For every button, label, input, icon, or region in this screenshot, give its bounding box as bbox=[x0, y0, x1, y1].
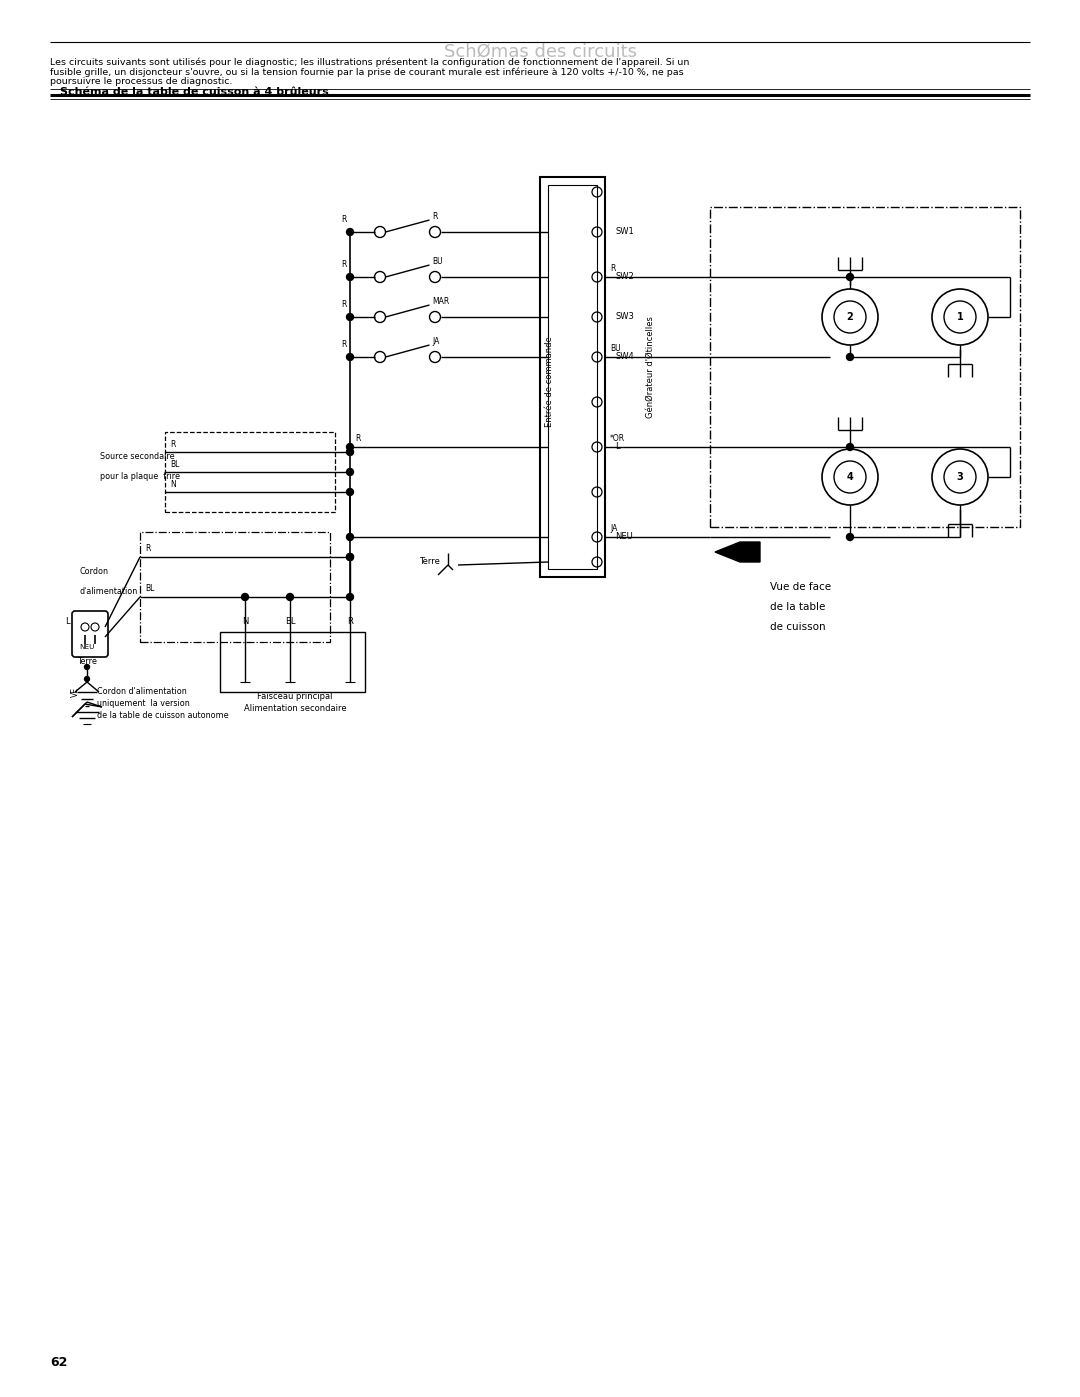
Circle shape bbox=[847, 443, 853, 450]
Text: Les circuits suivants sont utilisés pour le diagnostic; les illustrations présen: Les circuits suivants sont utilisés pour… bbox=[50, 57, 689, 67]
Text: JA: JA bbox=[432, 338, 440, 346]
Text: Vue de face: Vue de face bbox=[770, 583, 832, 592]
Text: de la table: de la table bbox=[770, 602, 825, 612]
Circle shape bbox=[347, 489, 353, 496]
Text: *OR: *OR bbox=[610, 434, 625, 443]
Bar bbox=[220, 631, 365, 692]
Text: Source secondaire: Source secondaire bbox=[100, 453, 175, 461]
Text: Terre: Terre bbox=[77, 658, 97, 666]
Circle shape bbox=[347, 468, 353, 475]
Text: R: R bbox=[341, 260, 347, 270]
Text: SchØmas des circuits: SchØmas des circuits bbox=[444, 43, 636, 61]
Circle shape bbox=[347, 553, 353, 560]
Text: N: N bbox=[170, 481, 176, 489]
Text: fusible grille, un disjoncteur s'ouvre, ou si la tension fournie par la prise de: fusible grille, un disjoncteur s'ouvre, … bbox=[50, 67, 684, 77]
Text: VE: VE bbox=[70, 687, 80, 697]
Text: R: R bbox=[170, 440, 175, 450]
Circle shape bbox=[347, 353, 353, 360]
Text: R: R bbox=[347, 617, 353, 626]
Text: Cordon: Cordon bbox=[80, 567, 109, 577]
Text: pour la plaque  frire: pour la plaque frire bbox=[100, 472, 180, 482]
Text: R: R bbox=[341, 300, 347, 310]
Text: R: R bbox=[610, 264, 616, 274]
Bar bbox=[548, 184, 597, 569]
Text: BU: BU bbox=[432, 257, 443, 267]
Circle shape bbox=[347, 448, 353, 455]
Text: Terre: Terre bbox=[419, 557, 440, 567]
Circle shape bbox=[347, 594, 353, 601]
FancyArrow shape bbox=[715, 542, 760, 562]
Text: BL: BL bbox=[285, 617, 295, 626]
Circle shape bbox=[847, 353, 853, 360]
Bar bbox=[540, 177, 605, 577]
Text: de cuisson: de cuisson bbox=[770, 622, 825, 631]
Text: BU: BU bbox=[610, 345, 621, 353]
Text: 3: 3 bbox=[957, 472, 963, 482]
Text: MAR: MAR bbox=[432, 298, 449, 306]
Text: 62: 62 bbox=[50, 1355, 67, 1369]
Bar bbox=[710, 207, 1020, 527]
Text: R: R bbox=[355, 434, 361, 443]
Circle shape bbox=[347, 443, 353, 450]
Circle shape bbox=[347, 313, 353, 320]
Text: SW3: SW3 bbox=[615, 313, 634, 321]
Text: R: R bbox=[145, 545, 150, 553]
Text: 2: 2 bbox=[847, 312, 853, 321]
Text: GénØrateur d'Øtincelles: GénØrateur d'Øtincelles bbox=[646, 316, 654, 418]
Bar bbox=[165, 432, 335, 511]
Text: R: R bbox=[432, 212, 437, 222]
Text: Faisceau principal: Faisceau principal bbox=[257, 693, 333, 701]
Bar bbox=[140, 532, 330, 643]
Text: SW4: SW4 bbox=[615, 352, 634, 362]
Circle shape bbox=[347, 229, 353, 236]
Text: Cordon d'alimentation: Cordon d'alimentation bbox=[97, 687, 187, 697]
Text: SW1: SW1 bbox=[615, 228, 634, 236]
Text: Alimentation secondaire: Alimentation secondaire bbox=[244, 704, 347, 714]
Circle shape bbox=[347, 274, 353, 281]
Text: JA: JA bbox=[610, 524, 618, 534]
Text: uniquement  la version: uniquement la version bbox=[97, 700, 190, 708]
Text: N: N bbox=[242, 617, 248, 626]
Text: R: R bbox=[341, 341, 347, 349]
Text: R: R bbox=[341, 215, 347, 225]
Text: d'alimentation: d'alimentation bbox=[80, 588, 138, 597]
Circle shape bbox=[847, 534, 853, 541]
Text: 1: 1 bbox=[957, 312, 963, 321]
Circle shape bbox=[84, 665, 90, 669]
Circle shape bbox=[84, 676, 90, 682]
Text: BL: BL bbox=[145, 584, 154, 594]
Text: L: L bbox=[65, 617, 69, 626]
Text: SW2: SW2 bbox=[615, 272, 634, 282]
Text: de la table de cuisson autonome: de la table de cuisson autonome bbox=[97, 711, 229, 721]
Text: NEU: NEU bbox=[615, 532, 633, 542]
Text: Schéma de la table de cuisson à 4 brûleurs: Schéma de la table de cuisson à 4 brûleu… bbox=[60, 87, 328, 96]
Circle shape bbox=[242, 594, 248, 601]
Text: poursuivre le processus de diagnostic.: poursuivre le processus de diagnostic. bbox=[50, 77, 232, 87]
Text: 4: 4 bbox=[847, 472, 853, 482]
Text: Entrée de commande: Entrée de commande bbox=[545, 337, 554, 427]
Text: L: L bbox=[615, 443, 620, 451]
Circle shape bbox=[286, 594, 294, 601]
Text: BL: BL bbox=[170, 461, 179, 469]
Text: NEU: NEU bbox=[79, 644, 95, 650]
Circle shape bbox=[347, 534, 353, 541]
Circle shape bbox=[347, 553, 353, 560]
Circle shape bbox=[847, 274, 853, 281]
